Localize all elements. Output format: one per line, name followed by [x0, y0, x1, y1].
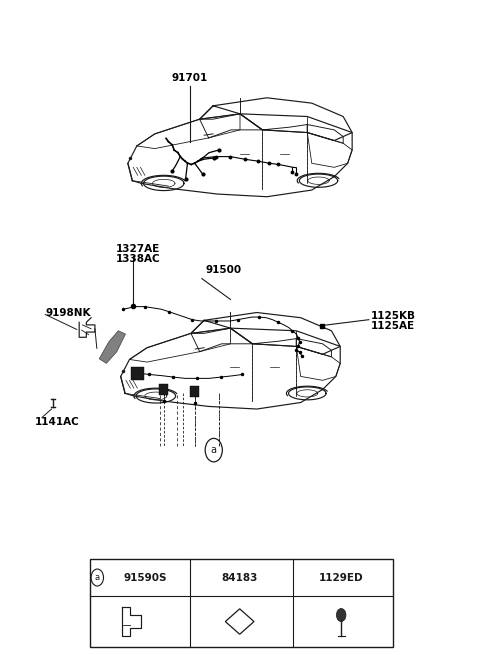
Text: 1125AE: 1125AE: [371, 321, 415, 331]
Bar: [159, 384, 168, 395]
Text: 1129ED: 1129ED: [319, 572, 363, 582]
Circle shape: [336, 608, 346, 622]
Bar: [190, 386, 199, 397]
Text: 1338AC: 1338AC: [116, 254, 160, 264]
Polygon shape: [99, 331, 125, 364]
Bar: [131, 367, 144, 380]
Text: 1125KB: 1125KB: [371, 310, 416, 321]
Bar: [90, 559, 393, 647]
Text: 1327AE: 1327AE: [116, 244, 160, 253]
Text: 91701: 91701: [172, 73, 208, 83]
Text: a: a: [211, 445, 217, 455]
Text: 84183: 84183: [221, 572, 258, 582]
Text: a: a: [95, 573, 100, 582]
Text: 91500: 91500: [205, 265, 241, 275]
Text: 1141AC: 1141AC: [35, 417, 80, 427]
Text: 9198NK: 9198NK: [45, 308, 91, 318]
Text: 91590S: 91590S: [124, 572, 167, 582]
